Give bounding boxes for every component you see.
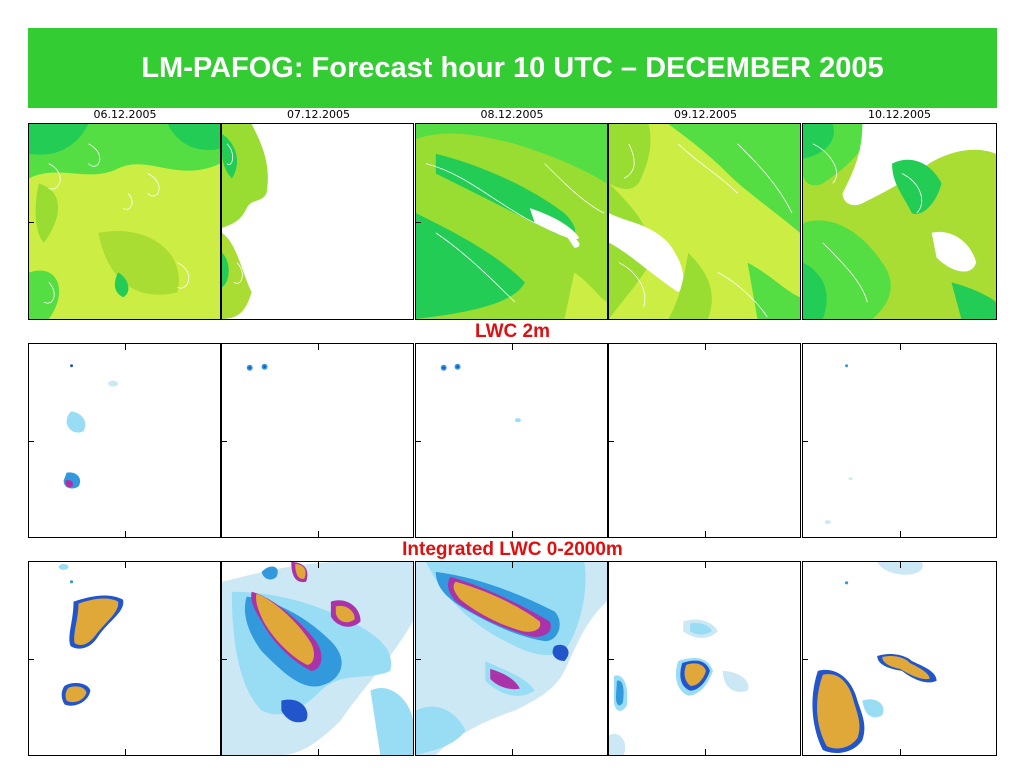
lwc-2m-08-12 (415, 343, 608, 538)
fog-map-06-12 (28, 123, 221, 320)
date-label-2: 07.12.2005 (287, 108, 350, 121)
fog-map-08-12 (415, 123, 608, 320)
integrated-lwc-10-12 (802, 561, 997, 756)
date-label-3: 08.12.2005 (480, 108, 544, 121)
lwc-2m-row (28, 343, 997, 538)
integrated-lwc-09-12 (608, 561, 801, 756)
label-lwc-2m: LWC 2m (475, 321, 550, 342)
lwc-2m-06-12 (28, 343, 221, 538)
integrated-lwc-08-12 (415, 561, 608, 756)
integrated-lwc-06-12 (28, 561, 221, 756)
date-label-1: 06.12.2005 (93, 108, 157, 121)
lwc-2m-07-12 (221, 343, 414, 538)
fog-map-07-12 (221, 123, 414, 320)
lwc-2m-10-12 (802, 343, 997, 538)
date-label-4: 09.12.2005 (674, 108, 737, 121)
integrated-lwc-07-12 (221, 561, 414, 756)
label-integrated-lwc: Integrated LWC 0-2000m (402, 539, 623, 560)
page-title: LM-PAFOG: Forecast hour 10 UTC – DECEMBE… (141, 51, 884, 84)
fog-map-09-12 (608, 123, 801, 320)
fog-map-10-12 (802, 123, 997, 320)
title-banner: LM-PAFOG: Forecast hour 10 UTC – DECEMBE… (28, 28, 997, 108)
integrated-lwc-row (28, 561, 997, 756)
lwc-2m-09-12 (608, 343, 801, 538)
date-label-5: 10.12.2005 (868, 108, 931, 121)
fog-map-row (28, 123, 997, 320)
